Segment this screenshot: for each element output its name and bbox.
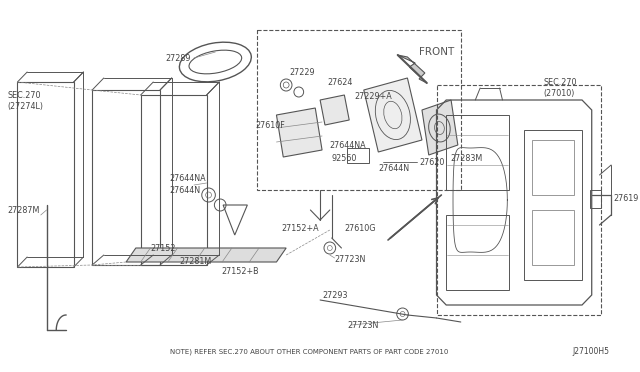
Text: (27010): (27010) xyxy=(543,89,575,97)
Text: 27229: 27229 xyxy=(289,67,315,77)
Text: 27644N: 27644N xyxy=(170,186,201,195)
Text: NOTE) REFER SEC.270 ABOUT OTHER COMPONENT PARTS OF PART CODE 27010: NOTE) REFER SEC.270 ABOUT OTHER COMPONEN… xyxy=(170,349,448,355)
Text: 27644NA: 27644NA xyxy=(170,173,206,183)
Text: 27620: 27620 xyxy=(419,157,444,167)
Text: 27152+B: 27152+B xyxy=(221,267,259,276)
Bar xyxy=(141,95,207,265)
Text: 27644N: 27644N xyxy=(378,164,410,173)
Text: SEC.270: SEC.270 xyxy=(543,77,577,87)
Text: 27624: 27624 xyxy=(328,77,353,87)
Text: (27274L): (27274L) xyxy=(8,102,44,110)
Text: 27619: 27619 xyxy=(613,193,639,202)
Bar xyxy=(446,115,509,190)
Text: FRONT: FRONT xyxy=(419,47,454,57)
Text: 27644NA: 27644NA xyxy=(330,141,367,150)
Text: 27289: 27289 xyxy=(165,54,191,62)
Bar xyxy=(446,215,509,290)
Polygon shape xyxy=(126,248,286,262)
Bar xyxy=(532,210,574,265)
Text: 92560: 92560 xyxy=(332,154,357,163)
Polygon shape xyxy=(422,100,458,155)
Text: 27281M: 27281M xyxy=(179,257,212,266)
Polygon shape xyxy=(397,55,427,83)
Text: 27287M: 27287M xyxy=(8,205,40,215)
Polygon shape xyxy=(276,108,322,157)
Bar xyxy=(17,82,74,267)
Bar xyxy=(257,30,461,190)
Text: 27152: 27152 xyxy=(150,244,176,253)
Text: 27723N: 27723N xyxy=(335,256,366,264)
Text: 27229+A: 27229+A xyxy=(354,92,392,100)
Bar xyxy=(348,148,369,163)
Text: SEC.270: SEC.270 xyxy=(8,90,41,99)
Text: 27283M: 27283M xyxy=(450,154,483,163)
Bar xyxy=(92,90,160,265)
Bar xyxy=(524,130,582,280)
Text: 27293: 27293 xyxy=(322,291,348,299)
Text: 27610G: 27610G xyxy=(344,224,376,232)
Text: J27100H5: J27100H5 xyxy=(572,347,609,356)
Bar xyxy=(436,85,602,315)
Text: 27152+A: 27152+A xyxy=(282,224,319,232)
Polygon shape xyxy=(364,78,422,152)
Polygon shape xyxy=(320,95,349,125)
Bar xyxy=(590,190,602,208)
Bar xyxy=(532,140,574,195)
Text: 27723N: 27723N xyxy=(348,321,379,330)
Text: 27610F: 27610F xyxy=(255,121,285,129)
